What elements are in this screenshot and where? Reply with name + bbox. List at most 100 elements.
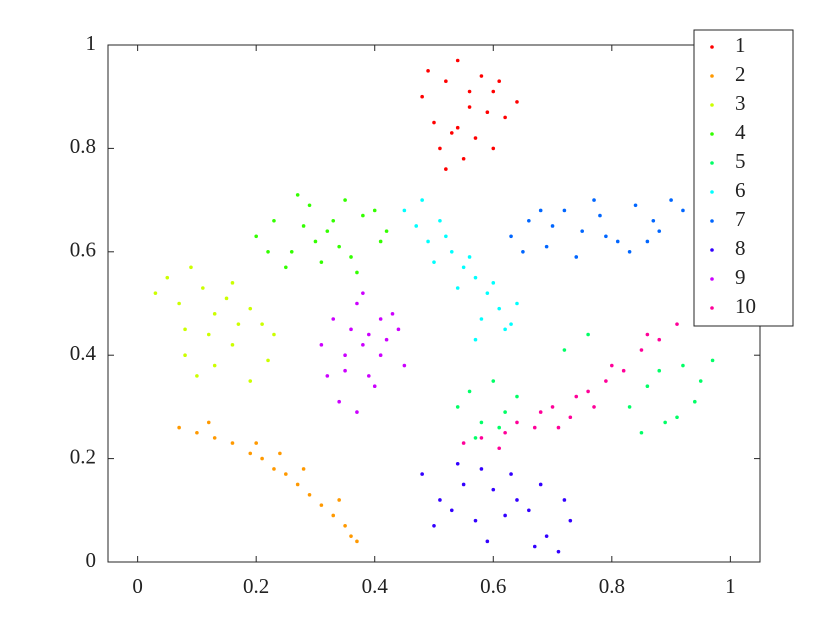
point (556, 549, 561, 554)
point (586, 332, 590, 337)
point (378, 317, 383, 321)
point (615, 239, 620, 244)
x-tick-label: 0.4 (362, 574, 389, 598)
point (183, 353, 187, 358)
point (473, 136, 478, 140)
point (319, 260, 324, 264)
point (491, 89, 496, 94)
point (361, 291, 365, 295)
point (224, 296, 229, 301)
point (343, 353, 347, 358)
legend-label: 10 (735, 294, 756, 318)
point (621, 368, 626, 373)
legend-label: 3 (735, 91, 746, 115)
point (455, 461, 460, 466)
point (319, 343, 324, 347)
point (485, 291, 490, 295)
point (284, 265, 288, 270)
point (230, 343, 235, 347)
point (313, 239, 318, 244)
point (515, 100, 519, 104)
point (361, 213, 365, 218)
point (319, 503, 324, 507)
point (396, 327, 401, 332)
point (337, 498, 341, 502)
point (444, 167, 448, 171)
legend-label: 2 (735, 62, 746, 86)
point (432, 260, 436, 264)
point (254, 441, 258, 445)
point (414, 224, 419, 228)
point (515, 498, 519, 502)
point (230, 281, 235, 285)
y-tick-label: 0 (86, 548, 97, 572)
point (390, 312, 395, 316)
point (527, 218, 531, 223)
plot-area (108, 45, 760, 562)
point (272, 467, 276, 471)
legend-label: 1 (735, 33, 746, 57)
point (693, 399, 697, 404)
point (378, 239, 383, 244)
point (343, 368, 347, 373)
legend-marker (710, 45, 714, 49)
point (449, 250, 454, 254)
y-tick-label: 0.8 (70, 134, 96, 158)
point (236, 322, 241, 326)
point (710, 358, 715, 363)
point (568, 415, 573, 420)
point (307, 492, 312, 497)
point (645, 384, 650, 389)
point (212, 436, 217, 440)
legend-marker (710, 219, 714, 223)
point (515, 394, 519, 399)
point (449, 508, 454, 513)
point (449, 131, 454, 135)
point (307, 203, 312, 208)
point (201, 286, 205, 290)
point (372, 208, 377, 213)
point (627, 405, 632, 409)
point (254, 234, 258, 239)
point (355, 270, 359, 275)
point (669, 198, 673, 202)
point (248, 451, 253, 456)
point (467, 105, 472, 109)
point (402, 208, 407, 213)
x-tick-label: 0.8 (599, 574, 625, 598)
point (455, 286, 460, 290)
point (461, 441, 466, 445)
point (532, 425, 537, 430)
point (479, 74, 484, 78)
point (574, 255, 579, 259)
point (503, 410, 507, 414)
point (206, 332, 211, 337)
point (479, 420, 484, 425)
point (461, 156, 466, 161)
point (355, 301, 359, 306)
point (698, 379, 703, 383)
point (331, 317, 336, 321)
point (212, 363, 217, 368)
legend-marker (710, 248, 714, 252)
point (515, 301, 519, 306)
point (521, 250, 525, 254)
legend-label: 7 (735, 207, 746, 231)
point (367, 374, 371, 378)
point (651, 218, 656, 223)
point (295, 482, 300, 487)
legend-label: 5 (735, 149, 746, 173)
point (272, 218, 276, 223)
point (473, 518, 478, 523)
point (527, 508, 531, 513)
point (592, 405, 596, 409)
point (183, 327, 187, 332)
point (420, 94, 424, 99)
legend-marker (710, 277, 714, 281)
point (177, 425, 181, 430)
x-tick-label: 0 (132, 574, 143, 598)
point (562, 208, 567, 213)
point (503, 513, 507, 518)
point (467, 89, 472, 94)
